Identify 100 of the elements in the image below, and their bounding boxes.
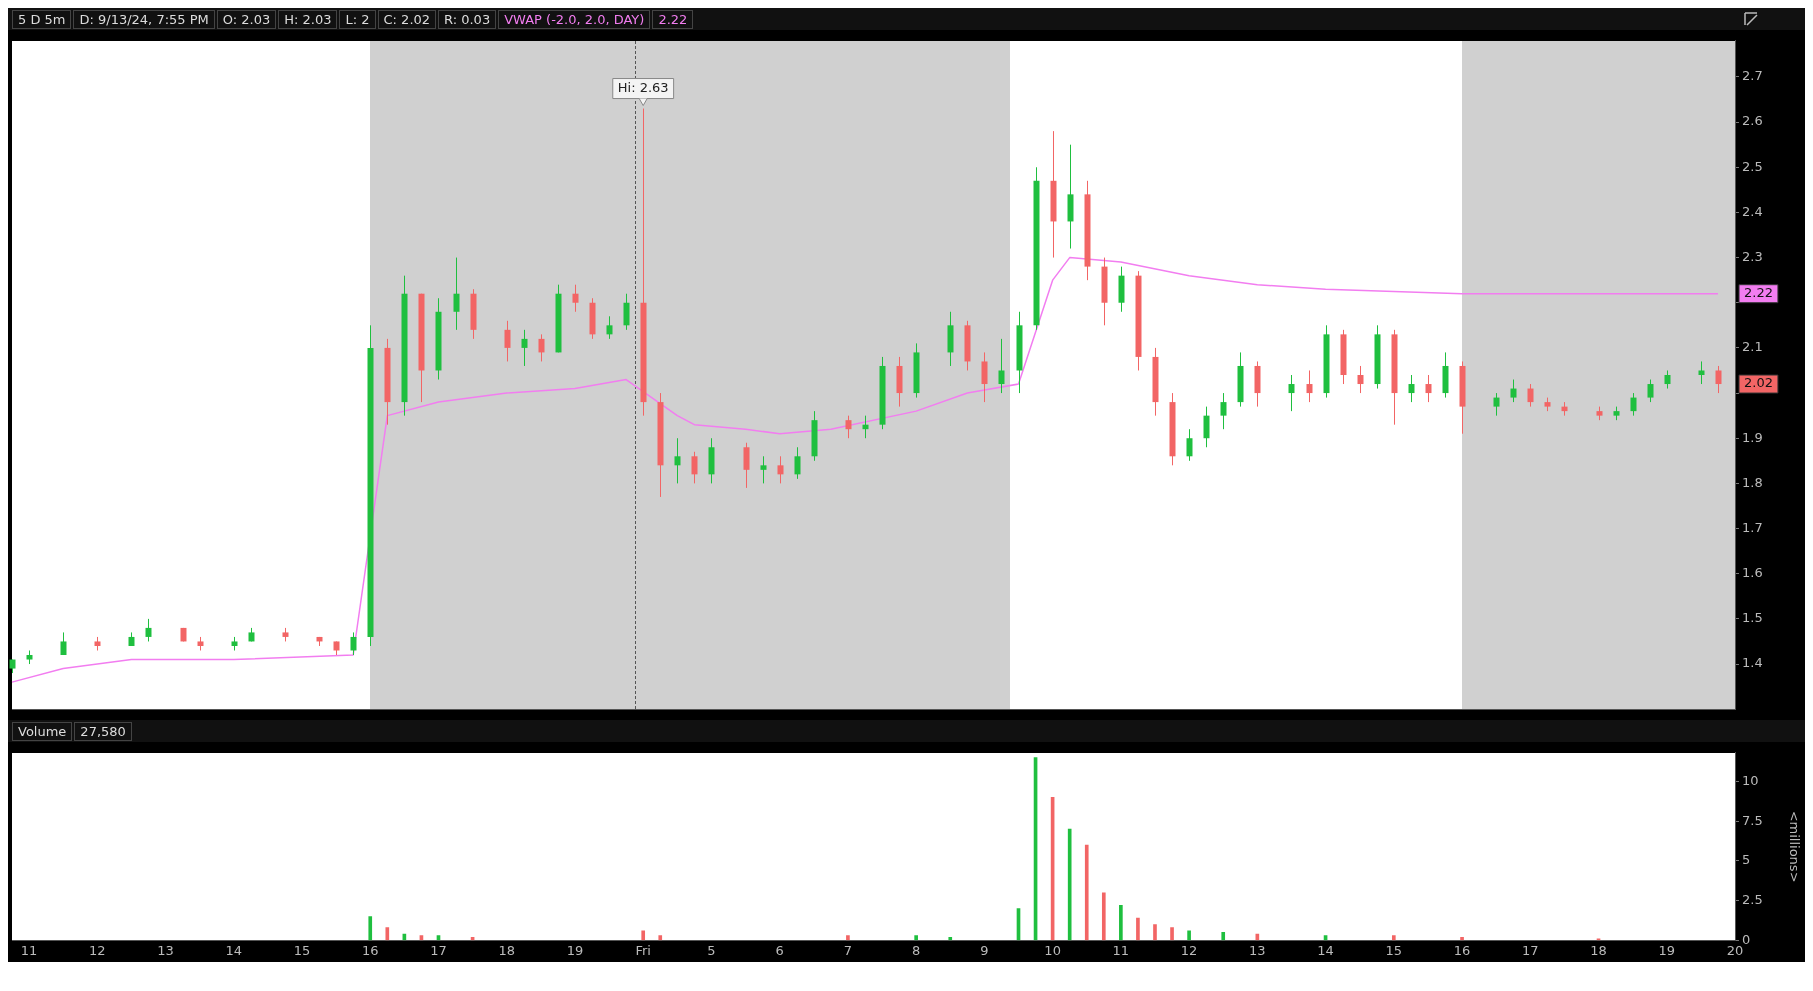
candlestick (1527, 383, 1534, 408)
text: 2.22 (652, 9, 694, 29)
x-tick-label: 10 (1044, 942, 1061, 958)
y-tick-label: 1.9 (1742, 429, 1763, 445)
candlestick (1357, 365, 1364, 394)
candlestick (453, 257, 460, 331)
text: D: 9/13/24, 7:55 PM (73, 9, 215, 29)
x-tick-label: 7 (843, 942, 853, 958)
x-tick-label: 9 (980, 942, 989, 958)
y-tick-label: 5 (1742, 852, 1751, 868)
candlestick (521, 329, 528, 367)
x-tick-label: 19 (1658, 942, 1676, 958)
bar (948, 936, 953, 941)
chart-title: Volume (12, 721, 73, 741)
y-tick-label: 2.4 (1742, 203, 1763, 219)
candlestick (1408, 374, 1415, 403)
x-tick-label: 17 (1522, 942, 1539, 958)
x-tick-label: 18 (498, 942, 515, 958)
candlestick (538, 333, 545, 362)
bar (1067, 828, 1072, 941)
x-tick-label: 12 (89, 942, 106, 958)
text: VWAP (-2.0, 2.0, DAY) (498, 9, 651, 29)
text: R: 0.03 (438, 9, 497, 29)
bar (846, 935, 850, 941)
x-tick-label: 15 (1385, 942, 1403, 958)
text: H: 2.03 (278, 9, 338, 29)
text: 2.02 (1744, 375, 1773, 391)
y-tick-label: 2.5 (1742, 158, 1763, 174)
candlestick (504, 320, 511, 362)
candlestick (743, 442, 750, 489)
x-tick-label: 13 (1249, 942, 1266, 958)
candlestick (845, 415, 852, 439)
bar (1136, 917, 1140, 941)
x-tick-label: 16 (361, 942, 379, 958)
candlestick (1715, 365, 1722, 394)
y-tick-label: 1.5 (1742, 610, 1763, 626)
candlestick (1510, 379, 1517, 403)
y-tick-label: 0 (1742, 931, 1751, 947)
candlestick (1425, 374, 1432, 403)
x-tick-label: 16 (1453, 942, 1471, 958)
x-tick-label: 8 (912, 942, 921, 958)
y-tick-label: 1.8 (1742, 474, 1763, 490)
x-tick-label: 14 (1317, 942, 1334, 958)
bar (1460, 936, 1464, 941)
y-axis-title: <millions> (1786, 810, 1802, 883)
candlestick (1647, 379, 1654, 403)
bar (1221, 932, 1226, 941)
bar (641, 930, 646, 941)
y-tick-label: 2.6 (1742, 113, 1763, 129)
bar (1187, 930, 1191, 941)
bar (1391, 935, 1396, 941)
candlestick (623, 293, 630, 331)
candlestick (1203, 406, 1210, 448)
y-tick-label: 1.4 (1742, 655, 1763, 671)
candlestick (1288, 374, 1295, 412)
bar (658, 935, 663, 941)
x-tick-label: Fri (635, 942, 651, 958)
bar (914, 935, 918, 941)
candlestick (1306, 369, 1313, 403)
bar (368, 916, 373, 941)
candlestick (674, 437, 681, 484)
x-tick-label: 6 (775, 942, 784, 958)
y-tick-label: 7.5 (1742, 812, 1763, 828)
text: O: 2.03 (216, 9, 277, 29)
candlestick (145, 618, 152, 642)
x-tick-label: 12 (1180, 942, 1198, 958)
x-tick-label: 15 (293, 942, 311, 958)
y-tick-label: 2.1 (1742, 339, 1763, 355)
y-tick-label: 1.7 (1742, 519, 1763, 535)
candlestick (350, 631, 357, 656)
bar (1153, 924, 1157, 941)
candlestick (760, 455, 767, 484)
text: C: 2.02 (377, 9, 437, 29)
x-tick-label: 13 (157, 942, 174, 958)
candlestick (777, 455, 784, 484)
bar (1084, 844, 1089, 941)
x-tick-label: 17 (430, 942, 447, 958)
x-tick-label: 19 (566, 942, 584, 958)
y-tick-label: 2.7 (1742, 68, 1763, 84)
candlestick (1493, 392, 1500, 417)
candlestick (1664, 369, 1671, 390)
bar (1119, 905, 1123, 941)
x-tick-label: 11 (1112, 942, 1130, 958)
candlestick (981, 351, 988, 403)
annotation: Hi: 2.63 (617, 79, 669, 95)
x-tick-label: 11 (20, 942, 38, 958)
candlestick (691, 451, 698, 484)
candlestick (1186, 428, 1193, 462)
candlestick (606, 315, 613, 340)
x-tick-label: 18 (1590, 942, 1607, 958)
y-tick-label: 10 (1742, 772, 1759, 788)
text: 2.22 (1744, 285, 1773, 301)
bar (1170, 927, 1174, 941)
candlestick (1698, 360, 1705, 385)
y-tick-label: 1.6 (1742, 565, 1763, 581)
x-tick-label: 14 (225, 942, 243, 958)
y-tick-label: 2.3 (1742, 248, 1763, 264)
text: 27,580 (74, 721, 132, 741)
candlestick (794, 446, 801, 480)
candlestick (998, 338, 1005, 394)
